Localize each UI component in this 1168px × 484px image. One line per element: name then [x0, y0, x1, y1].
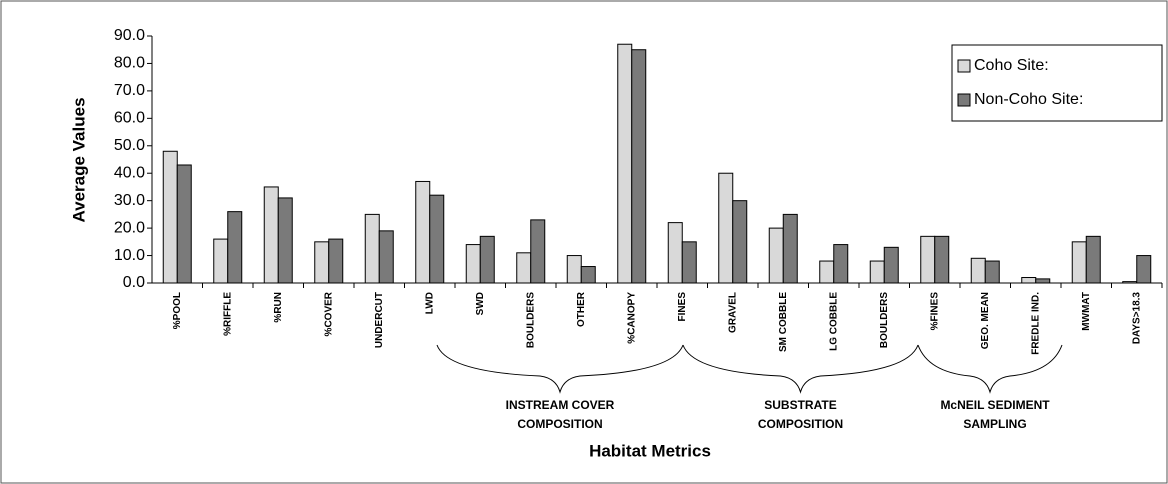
legend-swatch [957, 59, 971, 73]
bar [328, 238, 344, 284]
x-tick-label: BOULDERS [879, 292, 890, 348]
brace [436, 344, 684, 394]
bar [934, 235, 950, 284]
bar [314, 241, 330, 284]
bar [782, 213, 798, 284]
x-tick-label: MWMAT [1081, 292, 1092, 331]
y-tick-label: 70.0 [114, 82, 145, 99]
bar [277, 197, 293, 284]
y-tick-label: 50.0 [114, 137, 145, 154]
brace [682, 344, 919, 394]
bar [1035, 278, 1051, 284]
y-tick-label: 10.0 [114, 247, 145, 264]
bar [227, 211, 243, 284]
bar [819, 260, 835, 284]
x-tick-label: UNDERCUT [374, 292, 385, 348]
x-tick-label: %FINES [929, 292, 940, 331]
bar [378, 230, 394, 284]
y-tick-label: 30.0 [114, 192, 145, 209]
x-tick-label: %RIFFLE [222, 292, 233, 336]
y-tick-label: 0.0 [123, 274, 145, 291]
x-tick-label: OTHER [576, 291, 587, 327]
bar [530, 219, 546, 284]
x-tick-label: SM COBBLE [778, 292, 789, 352]
x-tick-label: LG COBBLE [828, 292, 839, 351]
bar [580, 266, 596, 284]
x-tick-label: LWD [424, 292, 435, 314]
bar [479, 235, 495, 284]
x-tick-label: FREDLE IND. [1030, 292, 1041, 355]
annotation: COMPOSITION [517, 417, 602, 431]
bar [681, 241, 697, 284]
legend-label: Non-Coho Site: [974, 91, 1083, 108]
bar [162, 150, 178, 284]
bar [516, 252, 532, 284]
y-axis-label: Average Values [69, 97, 88, 222]
bar [213, 238, 229, 284]
legend-swatch [957, 93, 971, 107]
y-tick-label: 20.0 [114, 219, 145, 236]
x-tick-label: SWD [475, 292, 486, 315]
bar [1122, 281, 1138, 284]
x-tick-label: BOULDERS [525, 292, 536, 348]
x-tick-label: GRAVEL [727, 292, 738, 333]
x-tick-label: DAYS>18.3 [1131, 292, 1142, 345]
bar [1071, 241, 1087, 284]
bar [1136, 255, 1152, 284]
annotation: COMPOSITION [758, 417, 843, 431]
bar [920, 235, 936, 284]
bar [732, 200, 748, 284]
x-tick-label: %CANOPY [626, 292, 637, 344]
bar [176, 164, 192, 284]
x-tick-label: %POOL [172, 292, 183, 329]
brace [917, 344, 1063, 394]
bar [718, 172, 734, 284]
bar [970, 257, 986, 284]
annotation: McNEIL SEDIMENT [940, 398, 1050, 412]
y-tick-label: 80.0 [114, 55, 145, 72]
legend-label: Coho Site: [974, 57, 1049, 74]
legend-box [951, 44, 1163, 122]
bar [667, 222, 683, 284]
x-axis-label: Habitat Metrics [589, 441, 711, 460]
x-tick-label: GEO. MEAN [980, 292, 991, 349]
bar [429, 194, 445, 284]
bar [263, 186, 279, 284]
bar [1085, 235, 1101, 284]
bar [768, 227, 784, 284]
legend: Coho Site: Non-Coho Site: [951, 44, 1163, 122]
bar [869, 260, 885, 284]
x-tick-label: %COVER [323, 291, 334, 336]
bar [833, 244, 849, 284]
bar [984, 260, 1000, 284]
bar [364, 213, 380, 284]
bar [566, 255, 582, 284]
y-tick-label: 90.0 [114, 27, 145, 44]
bar [631, 49, 647, 284]
bar [465, 244, 481, 284]
annotation: INSTREAM COVER [506, 398, 615, 412]
x-tick-label: FINES [677, 292, 688, 322]
x-tick-label: %RUN [273, 292, 284, 323]
bar [1021, 277, 1037, 284]
bar [883, 246, 899, 284]
bar [415, 180, 431, 284]
bar [617, 43, 633, 284]
y-tick-label: 40.0 [114, 164, 145, 181]
annotation: SUBSTRATE [764, 398, 836, 412]
y-tick-label: 60.0 [114, 110, 145, 127]
annotation: SAMPLING [963, 417, 1026, 431]
